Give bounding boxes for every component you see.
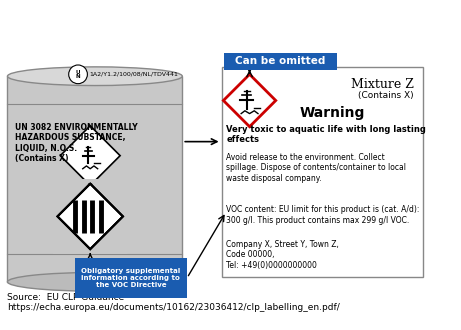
Polygon shape [60, 126, 120, 185]
Text: Avoid release to the environment. Collect
spillage. Dispose of contents/containe: Avoid release to the environment. Collec… [226, 153, 406, 182]
Text: https://echa.europa.eu/documents/10162/23036412/clp_labelling_en.pdf/: https://echa.europa.eu/documents/10162/2… [7, 303, 340, 312]
FancyBboxPatch shape [75, 258, 187, 298]
Text: Warning: Warning [299, 106, 365, 120]
Polygon shape [53, 179, 128, 216]
Ellipse shape [7, 67, 182, 85]
Ellipse shape [7, 273, 182, 291]
Text: VOC content: EU limit for this product is (cat. A/d):
300 g/l. This product cont: VOC content: EU limit for this product i… [226, 205, 420, 225]
Text: Can be omitted: Can be omitted [235, 56, 325, 66]
Text: (Contains X): (Contains X) [359, 91, 414, 100]
Text: UN 3082 ENVIRONMENTALLY
HAZARDOUS SUBSTANCE,
LIQUID, N.O.S.
(Contains X): UN 3082 ENVIRONMENTALLY HAZARDOUS SUBSTA… [15, 123, 137, 163]
Text: N: N [76, 74, 80, 79]
Polygon shape [53, 216, 128, 254]
Circle shape [69, 65, 88, 84]
Text: Company X, Street Y, Town Z,
Code 00000,
Tel: +49(0)0000000000: Company X, Street Y, Town Z, Code 00000,… [226, 240, 339, 270]
Text: Source:  EU CLP Guidance: Source: EU CLP Guidance [7, 293, 125, 302]
Polygon shape [224, 74, 276, 127]
FancyBboxPatch shape [222, 67, 424, 277]
Text: Mixture Z: Mixture Z [351, 78, 414, 91]
Text: U: U [76, 70, 80, 75]
Polygon shape [58, 184, 123, 249]
Text: Obligatory supplemental
information according to
the VOC Directive: Obligatory supplemental information acco… [81, 268, 181, 288]
Text: Very toxic to aquatic life with long lasting
effects: Very toxic to aquatic life with long las… [226, 125, 426, 144]
Polygon shape [7, 76, 182, 282]
FancyBboxPatch shape [225, 53, 337, 70]
Text: 1A2/Y1.2/100/08/NL/TDV441: 1A2/Y1.2/100/08/NL/TDV441 [89, 72, 178, 77]
